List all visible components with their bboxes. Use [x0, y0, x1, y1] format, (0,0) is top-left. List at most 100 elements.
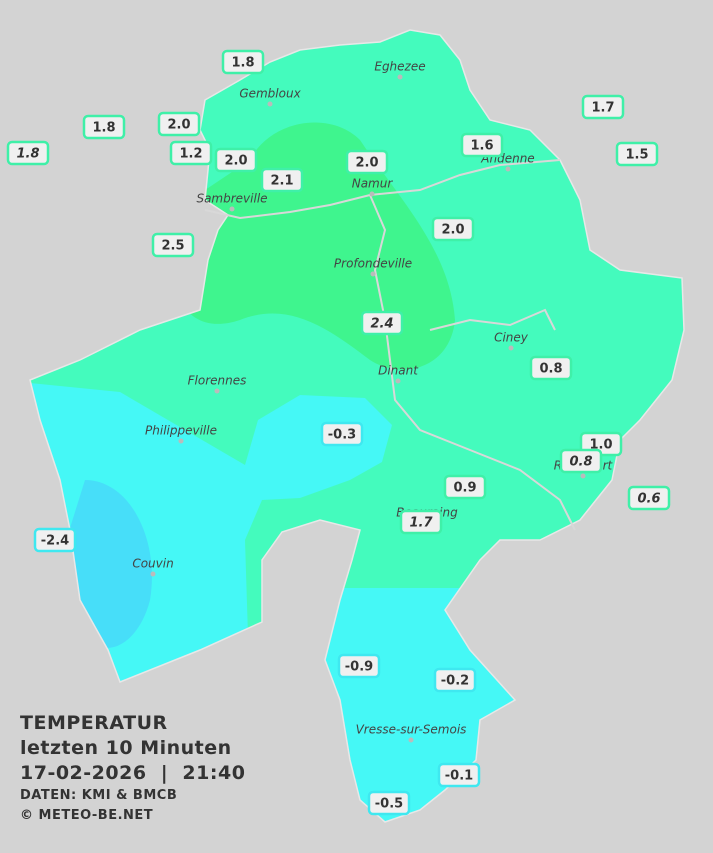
station-value: 1.8 — [231, 56, 254, 71]
city-label: Vresse-sur-Semois — [356, 723, 467, 737]
station: 2.0 — [157, 111, 201, 137]
station-value: 2.0 — [224, 154, 247, 169]
station-value: 1.5 — [625, 148, 648, 163]
city-label: Dinant — [378, 364, 419, 378]
station: 1.8 — [221, 49, 265, 75]
station-box — [260, 167, 304, 193]
station-box — [367, 790, 411, 816]
station-value: 2.0 — [355, 156, 378, 171]
city-dot — [150, 571, 156, 577]
station-box — [157, 111, 201, 137]
station-value: -0.9 — [345, 660, 373, 675]
title: TEMPERATUR — [20, 712, 168, 734]
station: 1.7 — [581, 94, 625, 120]
station: 2.4 — [360, 310, 404, 336]
station-value: 0.8 — [569, 455, 592, 470]
station-value: -0.2 — [441, 674, 469, 689]
station: 1.5 — [615, 141, 659, 167]
station: 0.8 — [529, 355, 573, 381]
city-dot — [397, 74, 403, 80]
station: -0.5 — [367, 790, 411, 816]
station: 1.8 — [82, 114, 126, 140]
station-value: 1.2 — [179, 147, 202, 162]
station: 2.0 — [431, 216, 475, 242]
city-dot — [267, 101, 273, 107]
station-value: 1.7 — [591, 101, 614, 116]
station-box — [559, 448, 603, 474]
station-value: 0.6 — [637, 492, 660, 507]
station: 2.0 — [214, 147, 258, 173]
station-box — [460, 132, 504, 158]
station: -0.1 — [437, 762, 481, 788]
station-box — [337, 653, 381, 679]
timestamp: 17-02-2026 | 21:40 — [20, 762, 246, 784]
station: 2.0 — [345, 149, 389, 175]
city-label: Couvin — [132, 557, 173, 571]
city-dot — [370, 271, 376, 277]
city-label: Sambreville — [196, 192, 267, 206]
station-box — [615, 141, 659, 167]
station-box — [214, 147, 258, 173]
city-dot — [395, 378, 401, 384]
station-box — [82, 114, 126, 140]
station-value: 2.4 — [370, 317, 393, 332]
station-value: -2.4 — [41, 534, 69, 549]
station-box — [437, 762, 481, 788]
station-box — [33, 527, 77, 553]
station-box — [627, 485, 671, 511]
city-dot — [178, 438, 184, 444]
station: -0.9 — [337, 653, 381, 679]
station: -0.2 — [433, 667, 477, 693]
station-box — [221, 49, 265, 75]
station-box — [169, 140, 213, 166]
station-value: -0.3 — [328, 428, 356, 443]
station-box — [320, 421, 364, 447]
station-box — [399, 509, 443, 535]
city-dot — [229, 206, 235, 212]
station-value: 1.6 — [470, 139, 493, 154]
station-box — [345, 149, 389, 175]
city-label: Namur — [352, 177, 394, 191]
station: 0.6 — [627, 485, 671, 511]
station-box — [431, 216, 475, 242]
station-value: 2.0 — [441, 223, 464, 238]
city-dot — [505, 166, 511, 172]
city-dot — [214, 388, 220, 394]
station: 1.7 — [399, 509, 443, 535]
city-dot — [408, 737, 414, 743]
station-value: 2.0 — [167, 118, 190, 133]
station-value: 2.1 — [270, 174, 293, 189]
copyright: © METEO-BE.NET — [20, 808, 154, 823]
station-box — [6, 140, 50, 166]
station-box — [151, 232, 195, 258]
city-dot — [508, 345, 514, 351]
station: 1.6 — [460, 132, 504, 158]
city-dot — [369, 191, 375, 197]
station-value: 2.5 — [161, 239, 184, 254]
station-value: 1.7 — [409, 516, 433, 531]
legend: TEMPERATUR letzten 10 Minuten 17-02-2026… — [20, 711, 245, 826]
station-box — [443, 474, 487, 500]
subtitle: letzten 10 Minuten — [20, 737, 232, 759]
station-box — [581, 94, 625, 120]
station: 2.1 — [260, 167, 304, 193]
station: -2.4 — [33, 527, 77, 553]
station: 0.8 — [559, 448, 603, 474]
station: 1.8 — [6, 140, 50, 166]
station: 2.5 — [151, 232, 195, 258]
city-label: Gembloux — [239, 87, 301, 101]
station-box — [360, 310, 404, 336]
city-label: Ciney — [494, 331, 529, 345]
station-box — [529, 355, 573, 381]
station: -0.3 — [320, 421, 364, 447]
station-value: 0.9 — [453, 481, 476, 496]
source: DATEN: KMI & BMCB — [20, 788, 178, 803]
city-label: Philippeville — [145, 424, 217, 438]
city-dot — [580, 473, 586, 479]
station: 1.2 — [169, 140, 213, 166]
city-label: Florennes — [188, 374, 247, 388]
city-label: Profondeville — [334, 257, 412, 271]
station-value: -0.5 — [375, 797, 403, 812]
